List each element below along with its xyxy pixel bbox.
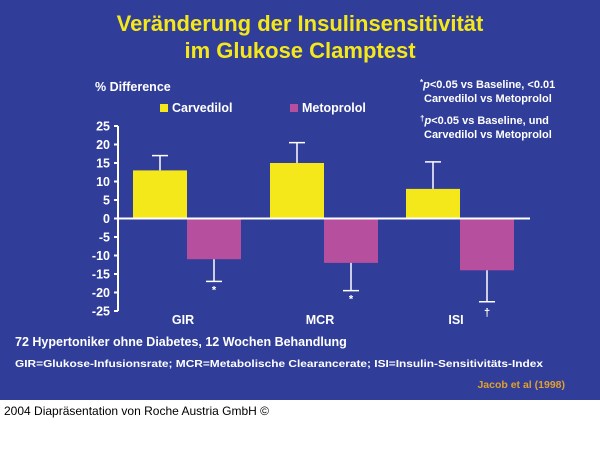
- source: Jacob et al (1998): [477, 379, 565, 391]
- y-tick-label: 0: [103, 212, 110, 226]
- y-tick-label: 25: [96, 120, 110, 134]
- significance-marker: *: [212, 284, 217, 296]
- y-axis-label: % Difference: [95, 80, 171, 94]
- y-tick-label: -5: [99, 231, 110, 245]
- slide: Veränderung der Insulinsensitivität im G…: [0, 0, 600, 400]
- y-tick-label: 15: [96, 157, 110, 171]
- footnote-1-line1: <0.05 vs Baseline, <0.01: [430, 79, 555, 91]
- y-tick-label: 10: [96, 175, 110, 189]
- legend-label-metoprolol: Metoprolol: [302, 101, 366, 115]
- significance-marker: †: [484, 307, 490, 319]
- y-tick-label: 5: [103, 194, 110, 208]
- footnote-2: †p<0.05 vs Baseline, und Carvedilol vs M…: [420, 114, 552, 141]
- svg-text:†p<0.05 vs Baseline, und: †p<0.05 vs Baseline, und: [420, 114, 549, 127]
- x-tick-label: ISI: [448, 313, 463, 327]
- note: 72 Hypertoniker ohne Diabetes, 12 Wochen…: [15, 335, 347, 349]
- y-tick-label: -20: [92, 286, 110, 300]
- chart-subtitle: im Glukose Clamptest: [184, 38, 416, 63]
- bar-metoprolol-mcr: [324, 218, 378, 263]
- bar-metoprolol-gir: [187, 218, 241, 260]
- plot-area: 25 20 15 10 5 0 -5 -10 -15 -20 -25 * GIR * MCR † ISI: [92, 120, 530, 327]
- footnote-1-line2: Carvedilol vs Metoprolol: [424, 93, 552, 105]
- chart-title: Veränderung der Insulinsensitivität: [117, 11, 484, 36]
- footnote-2-line2: Carvedilol vs Metoprolol: [424, 129, 552, 141]
- y-tick-label: -25: [92, 305, 110, 319]
- legend-swatch-carvedilol: [160, 104, 168, 112]
- bar-carvedilol-gir: [133, 170, 187, 219]
- chart: Veränderung der Insulinsensitivität im G…: [15, 11, 565, 391]
- footer-copyright: 2004 Diapräsentation von Roche Austria G…: [4, 404, 269, 418]
- y-tick-label: 20: [96, 138, 110, 152]
- y-tick-label: -10: [92, 249, 110, 263]
- y-tick-label: -15: [92, 268, 110, 282]
- legend-swatch-metoprolol: [290, 104, 298, 112]
- x-tick-label: MCR: [306, 313, 334, 327]
- footnote-1: *p<0.05 vs Baseline, <0.01 Carvedilol vs…: [420, 78, 555, 105]
- svg-text:*p<0.05 vs Baseline, <0.01: *p<0.05 vs Baseline, <0.01: [420, 78, 555, 91]
- significance-marker: *: [349, 294, 354, 306]
- abbreviations: GIR=Glukose-Infusionsrate; MCR=Metabolis…: [15, 358, 543, 370]
- footnote-2-line1: <0.05 vs Baseline, und: [431, 115, 549, 127]
- x-tick-label: GIR: [172, 313, 194, 327]
- bar-carvedilol-isi: [406, 188, 460, 219]
- bar-metoprolol-isi: [460, 218, 514, 271]
- bar-carvedilol-mcr: [270, 163, 324, 219]
- legend-label-carvedilol: Carvedilol: [172, 101, 232, 115]
